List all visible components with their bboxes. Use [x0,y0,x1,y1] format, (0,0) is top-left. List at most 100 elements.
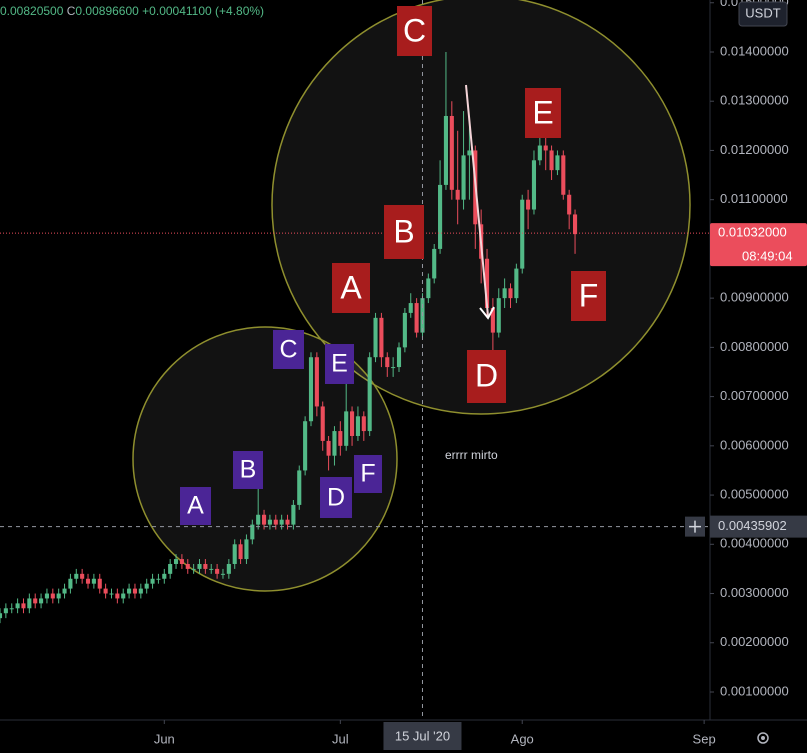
candle-body [197,563,202,569]
candle-body [355,416,360,436]
candle-body [285,519,290,525]
candle-body [526,199,531,210]
candle-body [85,578,91,584]
candle-body [226,563,231,574]
candle-body [68,578,73,589]
label-box: F [354,455,382,493]
label-box: E [525,88,561,138]
candle-body [449,115,454,190]
candle-body [537,145,542,161]
candle-body [350,411,355,436]
candle-body [303,421,308,471]
note-text: errrr mirto [445,448,498,462]
candle-body [244,539,249,560]
candle-body [555,155,560,171]
y-tick-label: 0.00100000 [720,683,789,698]
candle-body [461,155,466,200]
candle-body [385,357,390,368]
candle-body [15,603,20,609]
candle-body [484,258,490,308]
candle-body [185,563,190,569]
candle-body [74,573,79,579]
ohlc-change: +0.00041100 (+4.80%) [142,4,264,18]
candle-body [402,312,407,348]
arrow-head [479,306,495,320]
label-text: A [187,492,204,520]
label-text: E [532,94,553,130]
candle-body [443,115,449,185]
candle-body [168,563,173,574]
candle-body [9,608,14,610]
y-tick-label: 0.01100000 [720,191,788,206]
candle-body [39,598,44,604]
gear-center[interactable] [761,736,765,740]
x-tick-label: Jul [332,731,349,746]
y-tick-label: 0.00800000 [720,339,789,354]
candle-body [391,367,396,369]
label-text: A [340,269,362,305]
candle-body [44,593,49,599]
label-text: F [360,460,375,488]
candle-body [414,303,419,333]
label-box: F [571,271,606,321]
candle-body [132,588,138,594]
candle-body [361,416,366,432]
candle-body [396,347,402,368]
candle-body [297,470,302,505]
gear[interactable] [757,732,769,744]
candle-body [514,268,519,299]
candle-body [273,519,278,525]
ohlc-legend: 0.00820500 C0.00896600 +0.00041100 (+4.8… [0,4,264,18]
candle-body [238,544,243,560]
candle-body [156,578,161,580]
candle-body [109,593,114,595]
label-box: D [467,350,506,403]
x-tick-label: Ago [511,731,534,746]
candle-body [408,303,413,313]
y-tick-label: 0.00500000 [720,487,789,502]
candle-body [97,578,102,589]
candle-body [314,357,319,407]
currency-box[interactable] [738,1,788,27]
y-tick-label: 0.00400000 [720,536,789,551]
time-axis-panel [0,720,710,753]
candle-body [490,307,495,333]
candle-body [326,440,331,456]
label-box: B [384,205,424,259]
candle-body [121,593,126,599]
settings-icon[interactable] [757,732,769,744]
candle-body [150,578,155,584]
candle-body [191,568,196,570]
ohlc-close: 0.00896600 [75,4,139,18]
y-tick-label: 0.01300000 [720,93,789,108]
candle-body [80,573,85,579]
candle-body [279,519,284,525]
candle-body [561,155,566,195]
candle-body [50,593,55,599]
candle-body [209,568,214,570]
ohlc-low: 0.00820500 [0,4,64,18]
price-axis-panel [710,0,807,753]
candle-body [127,588,132,594]
candle-body [250,524,255,540]
candle-body [438,184,443,249]
candle-body [267,519,272,525]
candle-body [203,563,208,569]
label-box: B [233,451,263,489]
candle-body [531,160,537,210]
y-tick-label: 0.00900000 [720,290,789,305]
y-tick-label: 0.00200000 [720,634,789,649]
candle-body [344,411,349,446]
candle-body [220,573,226,575]
currency[interactable]: USDT [745,5,780,20]
candle-body [232,544,237,564]
label-text: E [331,350,348,378]
x-tick-label: Jun [154,731,175,746]
candle-body [27,598,32,609]
label-box: E [325,344,354,384]
x-tick-label: Sep [693,731,716,746]
candle-body [256,514,261,525]
label-text: C [403,12,426,48]
